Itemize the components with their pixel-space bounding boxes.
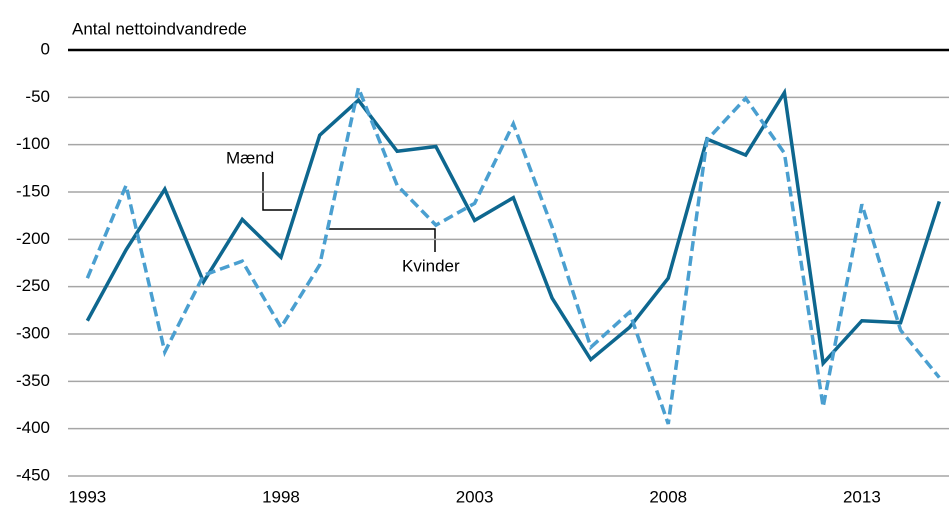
y-tick-label: -100 xyxy=(16,134,50,153)
y-tick-label: 0 xyxy=(41,39,50,58)
y-tick-label: -250 xyxy=(16,276,50,295)
y-axis-label: Antal nettoindvandrede xyxy=(72,19,247,38)
x-tick-label: 2003 xyxy=(456,487,494,506)
y-tick-label: -450 xyxy=(16,465,50,484)
x-tick-label: 2013 xyxy=(843,487,881,506)
y-tick-label: -200 xyxy=(16,229,50,248)
series-label: Mænd xyxy=(226,148,274,167)
y-tick-label: -400 xyxy=(16,418,50,437)
y-tick-label: -300 xyxy=(16,323,50,342)
series-line xyxy=(85,87,941,368)
y-tick-label: -50 xyxy=(25,87,50,106)
leader-line xyxy=(327,228,436,252)
x-tick-label: 1998 xyxy=(262,487,300,506)
x-tick-label: 2008 xyxy=(649,487,687,506)
series-line xyxy=(85,81,941,425)
y-tick-label: -150 xyxy=(16,181,50,200)
y-tick-label: -350 xyxy=(16,371,50,390)
x-tick-label: 1993 xyxy=(68,487,106,506)
leader-line xyxy=(262,172,292,211)
series-label: Kvinder xyxy=(402,256,460,275)
